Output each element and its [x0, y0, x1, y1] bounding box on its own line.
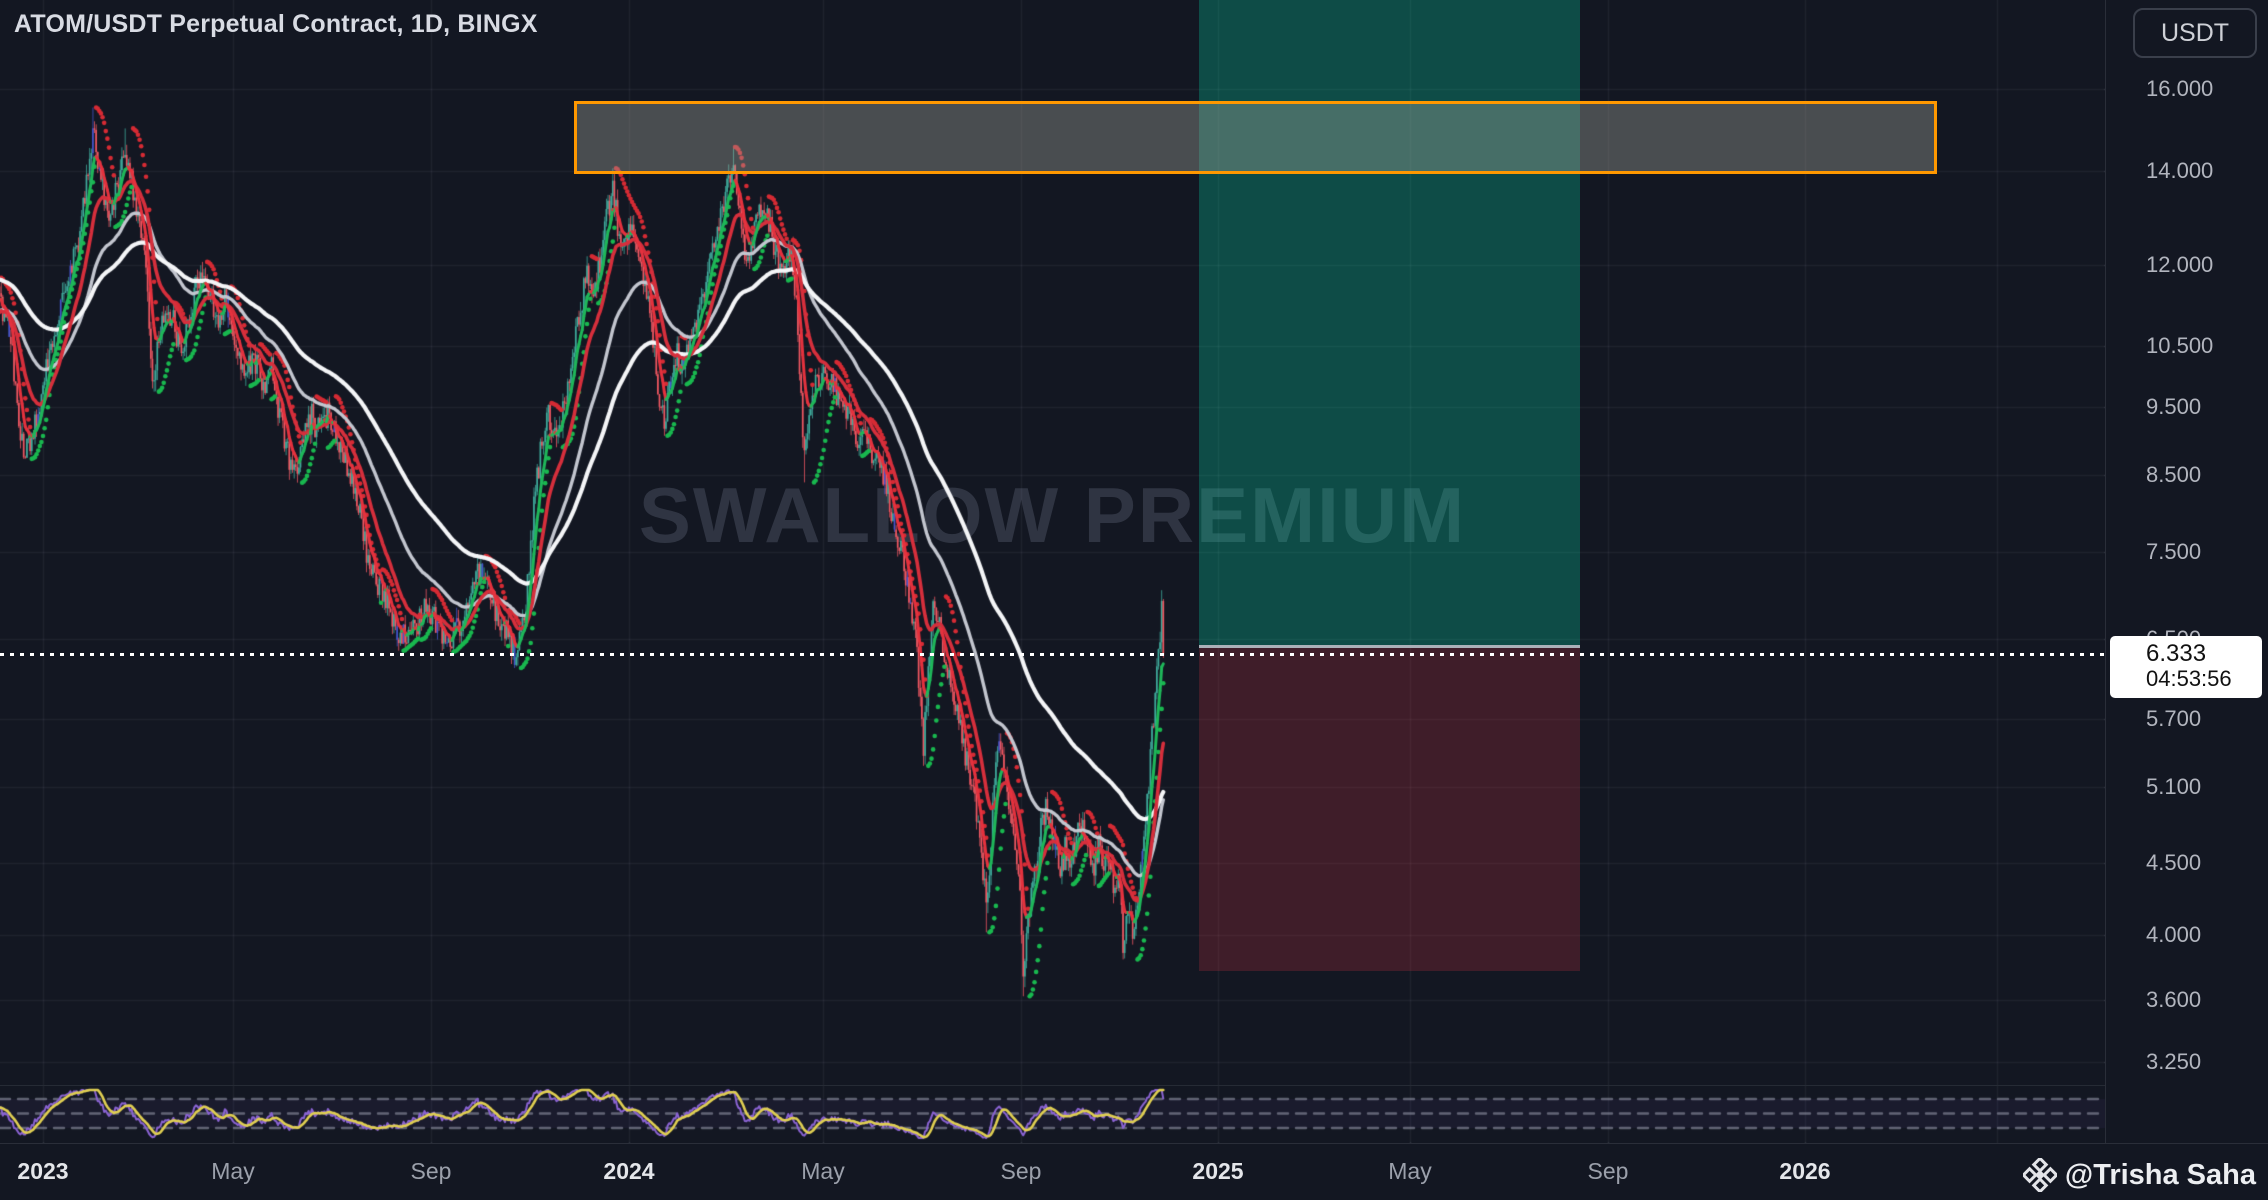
time-tick-label: 2026: [1779, 1158, 1831, 1184]
time-tick-label: Sep: [1587, 1158, 1629, 1184]
price-tick-label: 5.100: [2146, 774, 2202, 799]
currency-toggle-button[interactable]: USDT: [2133, 8, 2257, 58]
price-tick-label: 16.000: [2146, 76, 2214, 101]
last-price-line: [0, 653, 2105, 657]
bar-countdown: 04:53:56: [2146, 666, 2232, 692]
price-axis[interactable]: 6.333 04:53:56 16.000 14.000 12.000 10.500 9…: [2105, 0, 2268, 1143]
time-tick-label: Sep: [1000, 1158, 1042, 1184]
supply-zone-box[interactable]: [574, 101, 1938, 174]
last-price-label: 6.333 04:53:56: [2110, 635, 2262, 698]
time-tick-label: Sep: [410, 1158, 452, 1184]
price-tick-label: 10.500: [2146, 333, 2214, 359]
price-tick-label: 14.000: [2146, 157, 2214, 183]
time-tick-label: May: [801, 1158, 845, 1184]
last-price-value: 6.333: [2146, 639, 2207, 667]
long-loss-zone[interactable]: [1198, 646, 1581, 972]
price-tick-label: 7.500: [2146, 538, 2202, 564]
time-tick-label: May: [211, 1158, 255, 1184]
time-tick-label: 2024: [603, 1158, 655, 1184]
price-tick-label: 12.000: [2146, 251, 2214, 277]
pane-separator: [0, 1085, 2268, 1086]
price-tick-label: 8.500: [2146, 462, 2202, 488]
time-tick-label: 2025: [1192, 1158, 1244, 1184]
time-tick-label: May: [1388, 1158, 1432, 1184]
price-tick-label: 5.700: [2146, 706, 2202, 732]
price-tick-label: 9.500: [2146, 394, 2202, 420]
credit-text: @Trisha Saha: [2064, 1158, 2256, 1191]
price-tick-label: 4.000: [2146, 922, 2202, 948]
price-tick-label: 3.600: [2146, 986, 2202, 1012]
symbol-title[interactable]: ATOM/USDT Perpetual Contract, 1D, BINGX: [14, 10, 538, 38]
time-axis[interactable]: 2023 May Sep 2024 May Sep 2025 May Sep 2026: [0, 1143, 2268, 1200]
credit-badge: @Trisha Saha: [2022, 1158, 2256, 1192]
time-tick-label: 2023: [17, 1158, 69, 1184]
price-tick-label: 3.250: [2146, 1049, 2202, 1075]
entry-price-line[interactable]: [1198, 644, 1581, 648]
brand-diamond-icon: [2022, 1158, 2057, 1192]
price-tick-label: 4.500: [2146, 850, 2202, 876]
long-profit-zone[interactable]: [1198, 0, 1581, 647]
